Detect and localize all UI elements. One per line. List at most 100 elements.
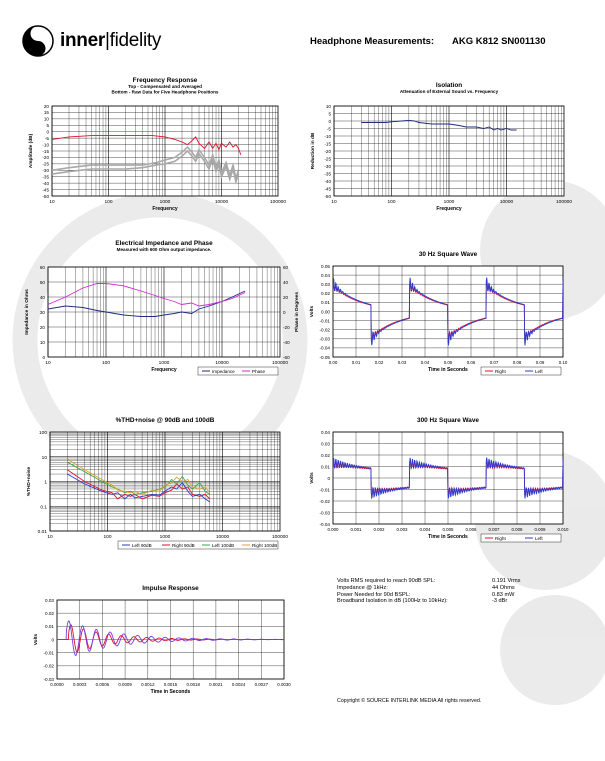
x-tick-label: 1000 [444, 199, 455, 205]
x-axis-label: Frequency [436, 206, 462, 212]
x-tick-label: 100 [103, 534, 111, 540]
x-axis-label: Time in Seconds [151, 689, 191, 695]
x-tick-label: 1000 [159, 360, 170, 366]
chart-title: 30 Hz Square Wave [419, 251, 478, 258]
series-line [67, 458, 211, 495]
series-line [67, 469, 211, 500]
x-tick-label: 0.008 [512, 527, 524, 532]
chart-sq300: 300 Hz Square Wave 0.000 0.001 0.002 0.003 0.… [309, 417, 570, 543]
legend-label: Left [535, 369, 543, 374]
y-tick-label: -0.01 [320, 487, 331, 492]
stat-row: Impedance @ 1kHz: 44 Ohms [337, 584, 515, 591]
y-tick-label: 1 [44, 480, 47, 486]
legend-label: Impedance [212, 369, 235, 374]
y2-axis-label: Phase in Degrees [294, 292, 300, 332]
y-tick-label: 20 [40, 325, 46, 330]
y-tick-label: 0 [327, 476, 330, 481]
y-tick-label: 0.04 [321, 430, 330, 435]
legend-label: Left 100dB [212, 543, 234, 548]
y-tick-label: -30 [42, 168, 49, 173]
series-line [52, 135, 242, 156]
y-tick-label: 0 [42, 355, 45, 360]
y-tick-label: 60 [40, 265, 46, 270]
y-axis-label: %THD+noise [26, 466, 32, 496]
legend-label: Left [535, 536, 543, 541]
chart-title: Frequency Response [133, 77, 198, 84]
y-tick-label: 0.04 [321, 273, 330, 278]
x-tick-label: 0.0012 [141, 682, 155, 687]
y-tick-label: -20 [324, 149, 331, 154]
legend-label: Right 100dB [252, 543, 277, 548]
grid [333, 105, 564, 197]
y-tick-label: -5 [45, 136, 50, 141]
y-tick-label: -0.04 [320, 346, 331, 351]
x-tick-label: 0.02 [375, 360, 384, 365]
y-tick-label: -0.03 [320, 510, 331, 515]
x-tick-label: 0.010 [558, 527, 570, 532]
grid [47, 266, 280, 358]
x-axis-label: Frequency [152, 206, 178, 212]
y-tick-label: 5 [328, 111, 331, 116]
yin-yang-icon [22, 25, 54, 57]
y-tick-label: 15 [44, 110, 50, 115]
x-tick-label: 10000 [215, 360, 229, 366]
stat-row: Volts RMS required to reach 90dB SPL: 0.1… [337, 578, 521, 584]
x-tick-label: 0.0024 [232, 682, 246, 687]
y-tick-label: 0.00 [321, 309, 330, 314]
chart-subtitle: Top - Compensated and Averaged [128, 84, 202, 89]
y-tick-label: 0.01 [38, 529, 48, 535]
y-tick-label: 0.05 [321, 264, 330, 269]
y-axis-label: Impedance in Ohms [24, 289, 30, 335]
y-tick-label: -0.02 [44, 664, 55, 669]
y-tick-label: 10 [42, 455, 48, 461]
legend-label: Left 90dB [132, 543, 152, 548]
copyright: Copyright © SOURCE INTERLINK MEDIA All r… [337, 698, 482, 704]
x-tick-label: 0.06 [467, 360, 476, 365]
x-tick-label: 100000 [556, 199, 572, 205]
x-tick-label: 0.03 [398, 360, 407, 365]
model-name: AKG K812 SN001130 [452, 36, 546, 47]
x-tick-label: 0.0000 [50, 682, 64, 687]
y-tick-label: 0.02 [321, 453, 330, 458]
y-tick-label: -40 [324, 179, 331, 184]
x-tick-label: 100 [387, 199, 395, 205]
series-line [52, 145, 240, 181]
y-tick-label: 0 [46, 130, 49, 135]
x-tick-label: 10 [331, 199, 337, 205]
y-tick-label: -45 [324, 186, 331, 191]
x-tick-label: 0.005 [443, 527, 455, 532]
y-tick-label: 10 [326, 104, 332, 109]
series-line [361, 119, 517, 131]
x-axis-label: Time in Seconds [428, 367, 468, 373]
legend-box [480, 533, 562, 543]
x-tick-label: 10 [45, 360, 51, 366]
stats-panel: Volts RMS required to reach 90dB SPL: 0.1… [337, 578, 537, 605]
x-tick-label: 0.006 [466, 527, 478, 532]
x-tick-label: 0.009 [535, 527, 547, 532]
chart-imp_resp: Impulse Response 0.0000 0.0003 0.0006 0.0009… [33, 585, 291, 695]
legend: Impedance Phase [197, 366, 279, 376]
x-tick-label: 0.10 [559, 360, 568, 365]
y-tick-label: 5 [46, 123, 49, 128]
y-tick-label: 30 [40, 310, 46, 315]
chart-title: Electrical Impedance and Phase [115, 240, 213, 247]
series-line [67, 461, 210, 495]
x-tick-label: 10 [49, 199, 55, 205]
y-tick-label: -40 [42, 181, 49, 186]
x-tick-label: 0.07 [490, 360, 499, 365]
x-tick-label: 1000 [160, 534, 171, 540]
series-line [333, 277, 563, 346]
y-tick-label: 0.01 [45, 624, 54, 629]
legend-label: Right 90dB [172, 543, 195, 548]
y-tick-label: 0.03 [321, 441, 330, 446]
y-axis-label: Volts [33, 633, 39, 645]
x-tick-label: 10000 [215, 199, 229, 205]
x-tick-label: 0.0018 [186, 682, 200, 687]
x-tick-label: 0.0003 [73, 682, 87, 687]
x-tick-label: 0.002 [374, 527, 386, 532]
legend-label: Right [495, 369, 506, 374]
